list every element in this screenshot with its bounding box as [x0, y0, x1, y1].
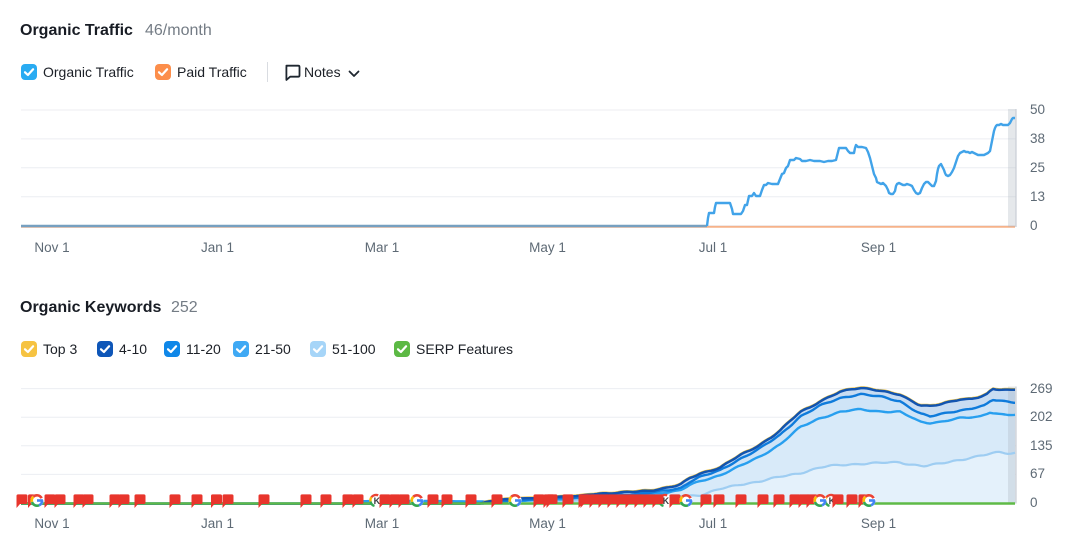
svg-text:K: K [829, 496, 836, 506]
svg-text:K: K [374, 496, 381, 506]
svg-text:K: K [663, 496, 670, 506]
